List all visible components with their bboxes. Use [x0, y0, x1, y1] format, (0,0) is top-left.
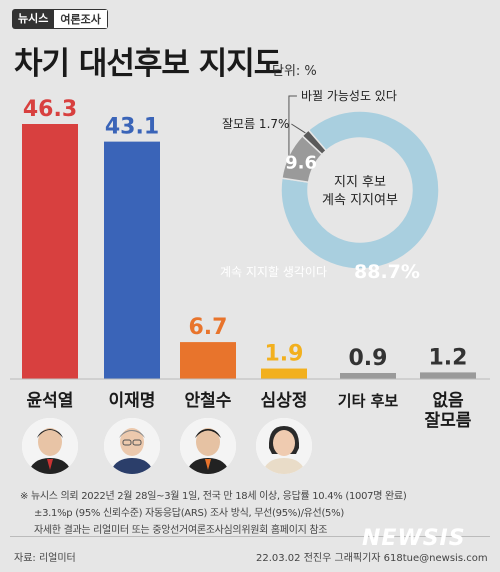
- category-label: 잘모름: [425, 410, 472, 431]
- category-label: 이재명: [109, 391, 156, 411]
- category-label: 없음: [432, 391, 464, 411]
- donut-label: 잘모름 1.7%: [222, 117, 289, 131]
- avatar-lee: [104, 418, 160, 474]
- donut-center-label: 계속 지지여부: [322, 193, 398, 208]
- bar-5: [420, 372, 476, 379]
- bar-value-label: 1.9: [265, 342, 304, 367]
- avatar-yoon: [22, 418, 78, 474]
- donut-value-label: 9.6: [285, 152, 317, 173]
- bar-value-label: 46.3: [23, 97, 77, 122]
- footnote-line: 자세한 결과는 리얼미터 또는 중앙선거여론조사심의위원회 홈페이지 참조: [34, 525, 328, 536]
- footnote-line: ±3.1%p (95% 신뢰수준) 자동응답(ARS) 조사 방식, 무선(95…: [34, 508, 344, 519]
- brand-name: 뉴시스: [12, 9, 55, 29]
- callout-line: [288, 95, 297, 156]
- donut-value-label: 88.7%: [354, 261, 420, 283]
- brand-tag: 뉴시스 여론조사: [12, 9, 108, 29]
- credit-label: 22.03.02 전진우 그래픽기자 618tue@newsis.com: [256, 553, 488, 564]
- bar-value-label: 6.7: [189, 315, 228, 340]
- bar-2: [180, 342, 236, 379]
- newsis-watermark: NEWSIS: [362, 526, 466, 551]
- donut-slice-0: [280, 110, 440, 270]
- unit-label: 단위: %: [272, 64, 317, 79]
- bar-4: [340, 373, 396, 379]
- avatar-ahn: [180, 418, 236, 474]
- bar-3: [261, 368, 307, 379]
- bar-0: [22, 124, 78, 379]
- category-label: 안철수: [185, 391, 232, 411]
- donut-label: 바뀔 가능성도 있다: [301, 89, 397, 103]
- donut-slice-2: [301, 129, 328, 156]
- avatar-sim: [256, 418, 312, 474]
- donut-center-label: 지지 후보: [334, 175, 386, 190]
- donut-label: 계속 지지할 생각이다: [220, 265, 327, 279]
- callout-line: [291, 123, 306, 134]
- page-title: 차기 대선후보 지지도: [14, 46, 282, 82]
- category-label: 윤석열: [27, 391, 74, 411]
- category-label: 심상정: [261, 391, 308, 411]
- bar-1: [104, 141, 160, 379]
- bar-value-label: 0.9: [349, 346, 388, 371]
- category-label: 기타 후보: [338, 392, 399, 410]
- brand-section: 여론조사: [54, 9, 108, 29]
- source-label: 자료: 리얼미터: [14, 553, 76, 564]
- footnote-line: ※ 뉴시스 의뢰 2022년 2월 28일~3월 1일, 전국 만 18세 이상…: [20, 491, 407, 502]
- footnote: ※ 뉴시스 의뢰 2022년 2월 28일~3월 1일, 전국 만 18세 이상…: [20, 488, 490, 539]
- divider: [10, 536, 490, 537]
- bar-value-label: 43.1: [105, 115, 159, 140]
- bar-value-label: 1.2: [429, 345, 468, 370]
